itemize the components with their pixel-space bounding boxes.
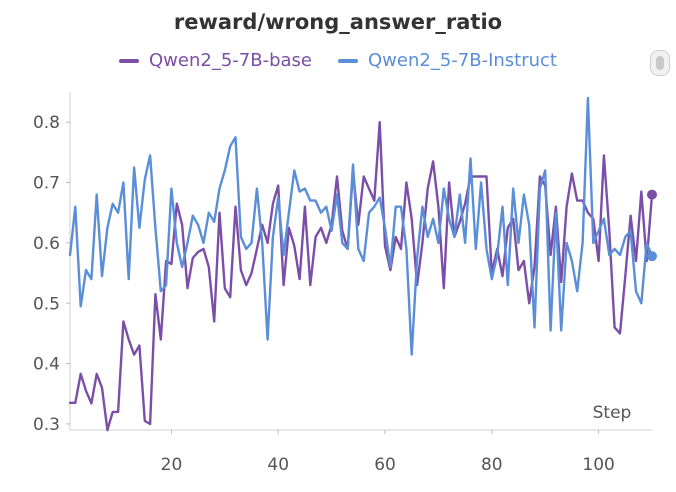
- legend-scroll-knob: [656, 56, 664, 70]
- y-tick-label: 0.4: [33, 355, 60, 375]
- y-tick-label: 0.6: [33, 234, 60, 254]
- legend-item-base[interactable]: Qwen2_5-7B-base: [119, 50, 312, 71]
- x-axis-label: Step: [593, 403, 632, 423]
- series-endpoint-instruct: [647, 251, 657, 262]
- y-tick-label: 0.7: [33, 174, 60, 194]
- x-tick-label: 40: [267, 455, 289, 475]
- y-tick-label: 0.8: [33, 113, 60, 133]
- series-line-instruct: [68, 96, 654, 356]
- x-tick-label: 100: [582, 455, 614, 475]
- legend-label-instruct: Qwen2_5-7B-Instruct: [368, 50, 557, 71]
- series-endpoint-base: [647, 189, 657, 200]
- legend-label-base: Qwen2_5-7B-base: [149, 50, 312, 71]
- x-tick-label: 60: [374, 455, 396, 475]
- series-layer: [68, 96, 657, 432]
- y-tick-label: 0.3: [33, 415, 60, 435]
- chart-title: reward/wrong_answer_ratio: [173, 10, 503, 34]
- x-tick-label: 20: [161, 455, 183, 475]
- legend-swatch-base: [119, 58, 140, 63]
- legend-swatch-instruct: [338, 58, 358, 63]
- y-tick-label: 0.5: [33, 294, 60, 314]
- legend-scroll-handle[interactable]: [650, 50, 670, 76]
- legend: Qwen2_5-7B-base Qwen2_5-7B-Instruct: [0, 50, 676, 71]
- axes: 0.3 0.4 0.5 0.6 0.7 0.8 20 40 60 80 100: [33, 92, 652, 475]
- legend-item-instruct[interactable]: Qwen2_5-7B-Instruct: [338, 50, 557, 71]
- x-tick-label: 80: [481, 455, 503, 475]
